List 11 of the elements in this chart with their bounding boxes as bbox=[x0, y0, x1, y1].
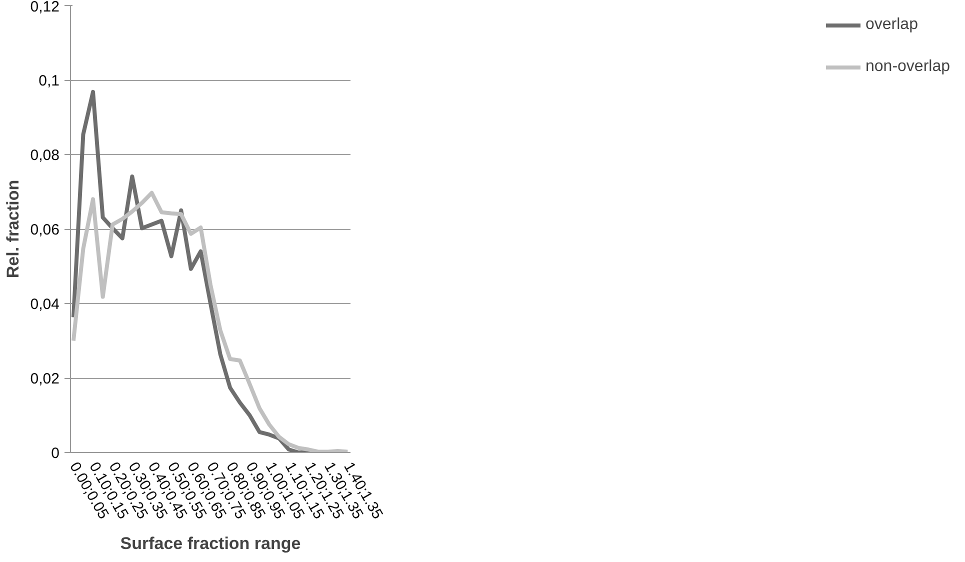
y-tick-label: 0,06 bbox=[30, 222, 60, 238]
legend-label: overlap bbox=[866, 16, 918, 34]
y-tick-label: 0 bbox=[51, 445, 60, 462]
legend-label: non-overlap bbox=[866, 58, 950, 76]
y-tick-label: 0,12 bbox=[30, 0, 60, 16]
x-axis-title: Surface fraction range bbox=[120, 534, 301, 554]
y-tick-label: 0,1 bbox=[38, 72, 60, 90]
y-tick-label: 0,02 bbox=[30, 370, 60, 388]
y-tick-label: 0,08 bbox=[30, 147, 60, 164]
y-tick-label: 0,04 bbox=[30, 296, 60, 313]
y-axis-title: Rel. fraction bbox=[3, 180, 22, 278]
